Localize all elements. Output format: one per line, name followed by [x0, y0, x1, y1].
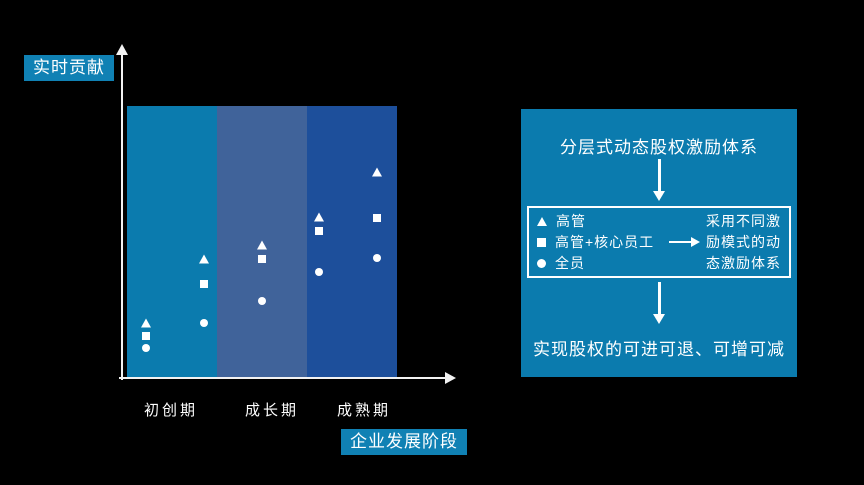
scatter-marker-square: [141, 332, 150, 341]
scatter-marker-circle: [258, 297, 266, 306]
legend-item-label: 高管+核心员工: [555, 234, 655, 250]
tick-label-startup: 初创期: [143, 402, 199, 419]
circle-icon: [537, 258, 546, 268]
legend-box: 高管高管+核心员工 全员 采用不同激励模式的动态激励体系: [527, 206, 791, 278]
stage-band: [127, 106, 217, 377]
y-axis-label: 实时贡献: [24, 55, 114, 81]
scatter-marker-square: [199, 280, 208, 289]
legend-items: 高管高管+核心员工 全员: [537, 211, 663, 274]
legend-note-line: 采用不同激: [706, 212, 781, 229]
y-axis-arrow-icon: [116, 44, 128, 55]
scatter-marker-triangle: [372, 167, 383, 177]
triangle-icon: [537, 216, 547, 226]
scatter-marker-layer: [127, 106, 397, 377]
scatter-marker-circle: [199, 319, 208, 328]
panel-title: 分层式动态股权激励体系: [560, 138, 758, 157]
legend-note-line: 态激励体系: [706, 254, 781, 271]
scatter-marker-triangle: [198, 254, 209, 264]
legend-item: 高管+核心员工: [537, 232, 663, 253]
legend-item-label: 全员: [555, 255, 585, 271]
scatter-marker-triangle: [140, 318, 151, 328]
down-arrow-icon: [653, 159, 665, 201]
y-axis-line: [121, 54, 123, 380]
scatter-marker-square: [258, 255, 266, 264]
square-icon: [537, 237, 546, 247]
legend-note: 采用不同激励模式的动态激励体系: [706, 211, 781, 274]
scatter-marker-circle: [314, 268, 323, 277]
scatter-marker-triangle: [257, 240, 267, 250]
explanation-panel: 分层式动态股权激励体系 高管 高管+核心员工 全员 采用不同激 励模式的动 态激励体系 …: [521, 109, 797, 377]
scatter-marker-square: [314, 226, 323, 235]
x-axis-line: [119, 377, 449, 379]
scatter-marker-circle: [373, 254, 382, 263]
x-axis-arrow-icon: [445, 372, 456, 384]
right-arrow-icon: [669, 237, 700, 247]
scatter-marker-square: [373, 213, 382, 222]
tick-label-mature: 成熟期: [336, 402, 392, 419]
legend-note-line: 励模式的动: [706, 233, 781, 250]
legend-item-label: 高管: [556, 213, 586, 229]
scatter-marker-circle: [141, 344, 150, 352]
tick-label-growth: 成长期: [244, 402, 300, 419]
down-arrow-icon: [653, 282, 665, 324]
x-axis-title: 企业发展阶段: [341, 429, 467, 455]
scatter-marker-triangle: [313, 212, 324, 222]
stage-band: [307, 106, 397, 377]
panel-bottom-text: 实现股权的可进可退、可增可减: [533, 340, 785, 359]
legend-item: 全员: [537, 253, 663, 274]
legend-item: 高管: [537, 211, 663, 232]
